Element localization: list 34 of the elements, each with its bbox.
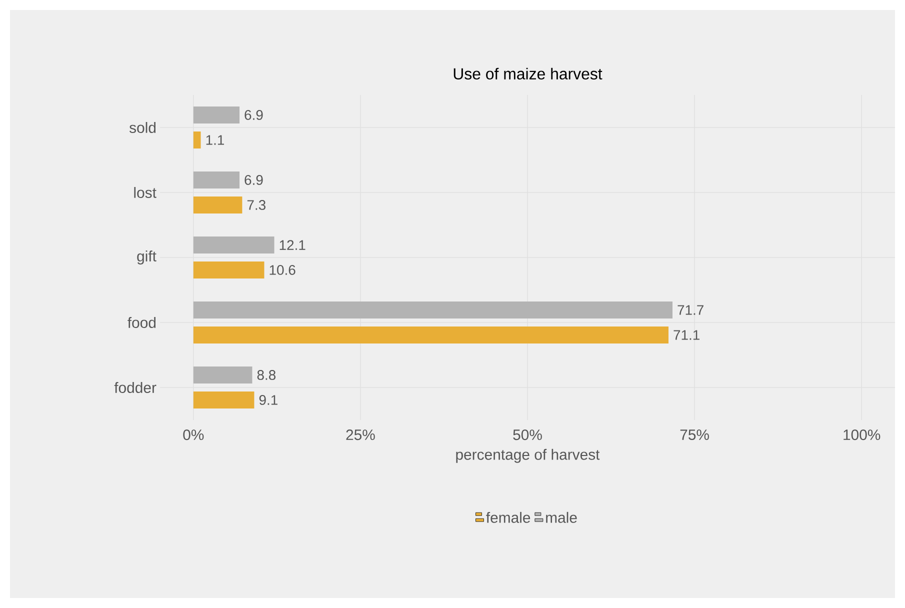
legend-label: female bbox=[486, 512, 530, 523]
x-tick-label: 75% bbox=[680, 429, 709, 440]
x-tick-label: 50% bbox=[513, 429, 542, 440]
bar bbox=[193, 261, 264, 278]
legend-label: male bbox=[546, 512, 577, 523]
y-tick-label: sold bbox=[129, 122, 156, 133]
bar bbox=[193, 326, 668, 344]
bar bbox=[193, 171, 240, 188]
y-tick-label: gift bbox=[137, 250, 156, 264]
x-tick-label: 0% bbox=[183, 429, 204, 440]
x-tick-label: 25% bbox=[346, 429, 375, 440]
bar bbox=[193, 131, 201, 148]
bar bbox=[193, 301, 673, 318]
bar bbox=[193, 391, 254, 408]
data-label: 6.9 bbox=[244, 110, 263, 120]
chart-title: Use of maize harvest bbox=[454, 68, 602, 80]
data-label: 6.9 bbox=[244, 175, 263, 185]
bar bbox=[193, 106, 240, 124]
data-label: 8.8 bbox=[257, 370, 276, 380]
bar bbox=[193, 366, 252, 384]
data-label: 12.1 bbox=[280, 240, 306, 250]
x-axis-title: percentage of harvest bbox=[456, 448, 600, 463]
bar bbox=[193, 196, 242, 214]
data-label: 71.7 bbox=[678, 305, 704, 315]
data-label: 71.1 bbox=[674, 330, 700, 340]
data-label: 7.3 bbox=[247, 200, 266, 210]
y-tick-label: lost bbox=[134, 187, 156, 198]
y-tick-label: fodder bbox=[114, 382, 156, 393]
y-tick-label: food bbox=[128, 317, 156, 328]
data-label: 10.6 bbox=[270, 265, 296, 275]
data-label: 9.1 bbox=[259, 395, 278, 405]
bar bbox=[193, 236, 274, 254]
data-label: 1.1 bbox=[206, 135, 224, 145]
x-tick-label: 100% bbox=[844, 429, 880, 440]
